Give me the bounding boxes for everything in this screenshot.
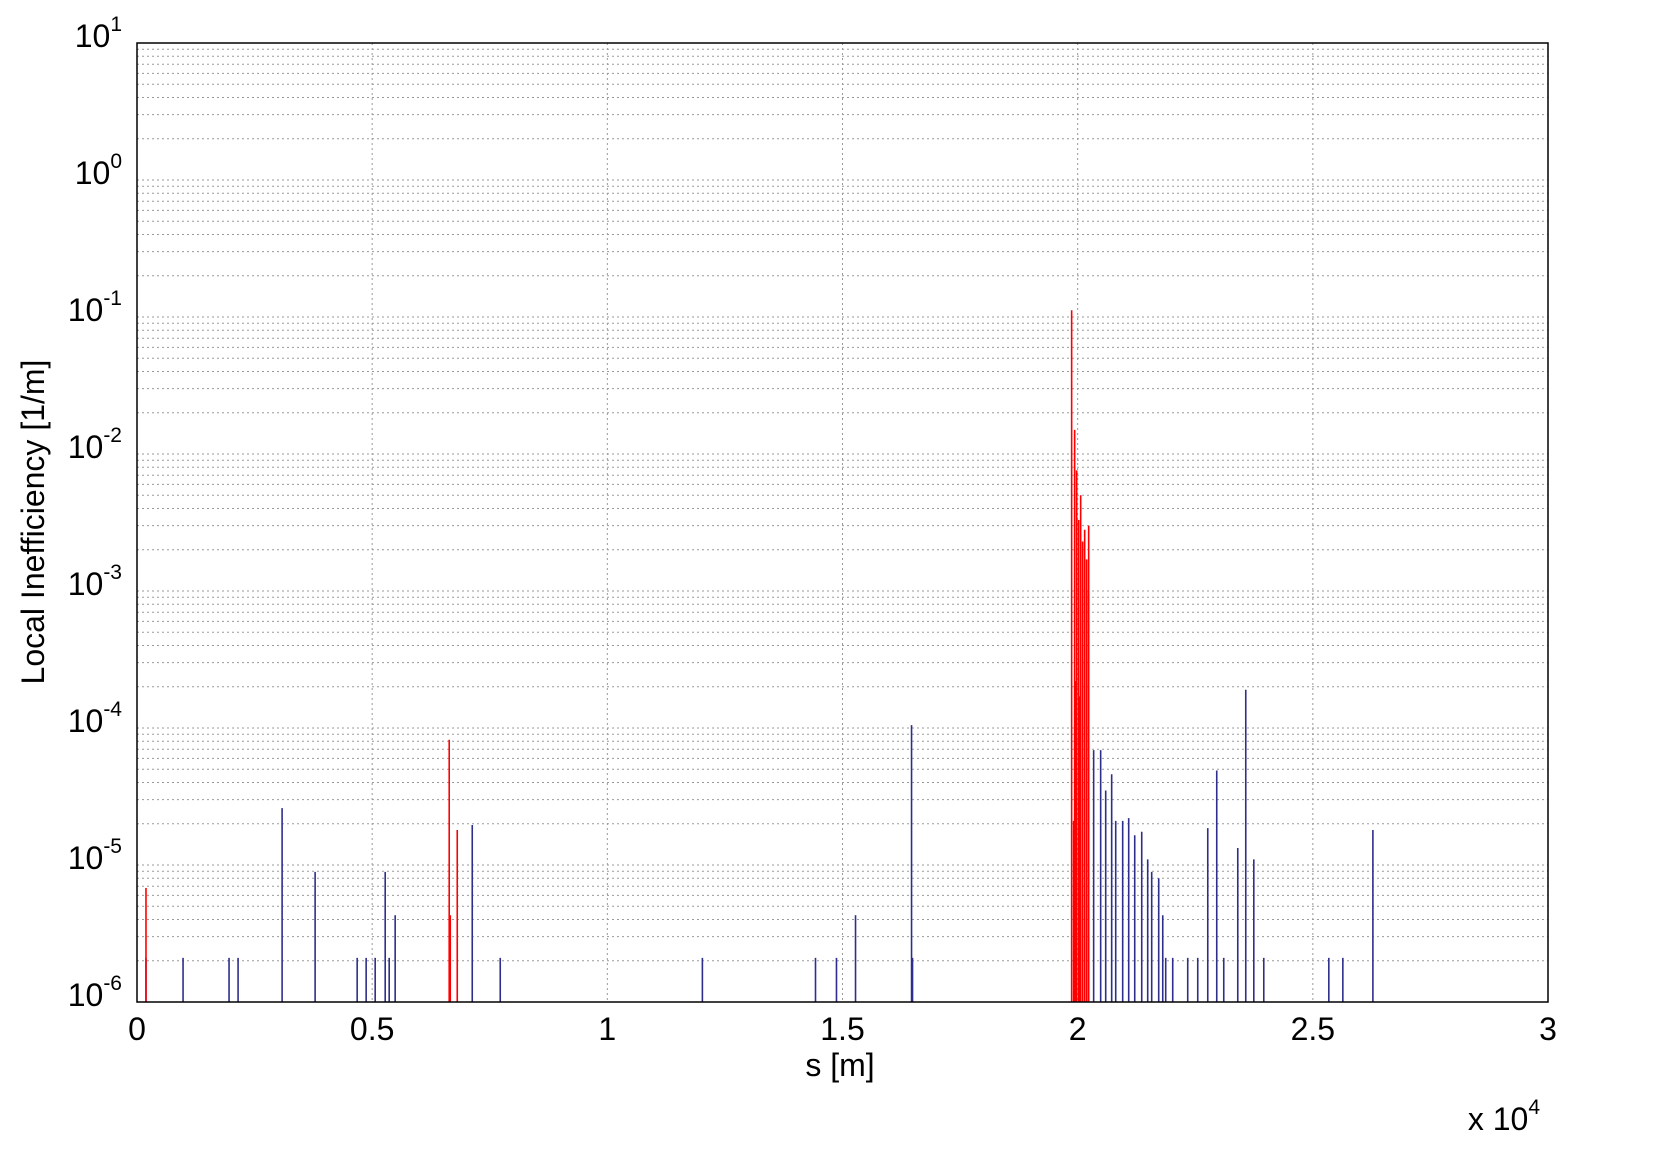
data [145, 310, 1374, 1002]
plot-area [137, 43, 1548, 1002]
y-axis-label: Local Inefficiency [1/m] [15, 360, 51, 685]
x-tick-label: 0 [128, 1011, 146, 1047]
x-axis-label: s [m] [805, 1047, 874, 1083]
x-tick-label: 2 [1069, 1011, 1087, 1047]
y-tick-label: 10-6 [68, 972, 122, 1014]
y-tick-label: 10-5 [68, 835, 122, 877]
axes-box [136, 42, 1549, 1003]
y-tick-label: 10-4 [68, 698, 123, 740]
y-tick-label: 100 [75, 150, 122, 192]
grid [136, 42, 1549, 1003]
x-tick-label: 3 [1539, 1011, 1557, 1047]
x-tick-label: 2.5 [1291, 1011, 1335, 1047]
x-tick-label: 0.5 [350, 1011, 394, 1047]
x-multiplier: x 104 [1468, 1096, 1540, 1138]
x-tick-label: 1 [598, 1011, 616, 1047]
y-tick-label: 10-3 [68, 561, 122, 603]
x-tick-label: 1.5 [820, 1011, 864, 1047]
y-tick-label: 10-2 [68, 424, 122, 466]
y-tick-label: 10-1 [68, 287, 122, 329]
y-tick-label: 101 [75, 13, 122, 55]
